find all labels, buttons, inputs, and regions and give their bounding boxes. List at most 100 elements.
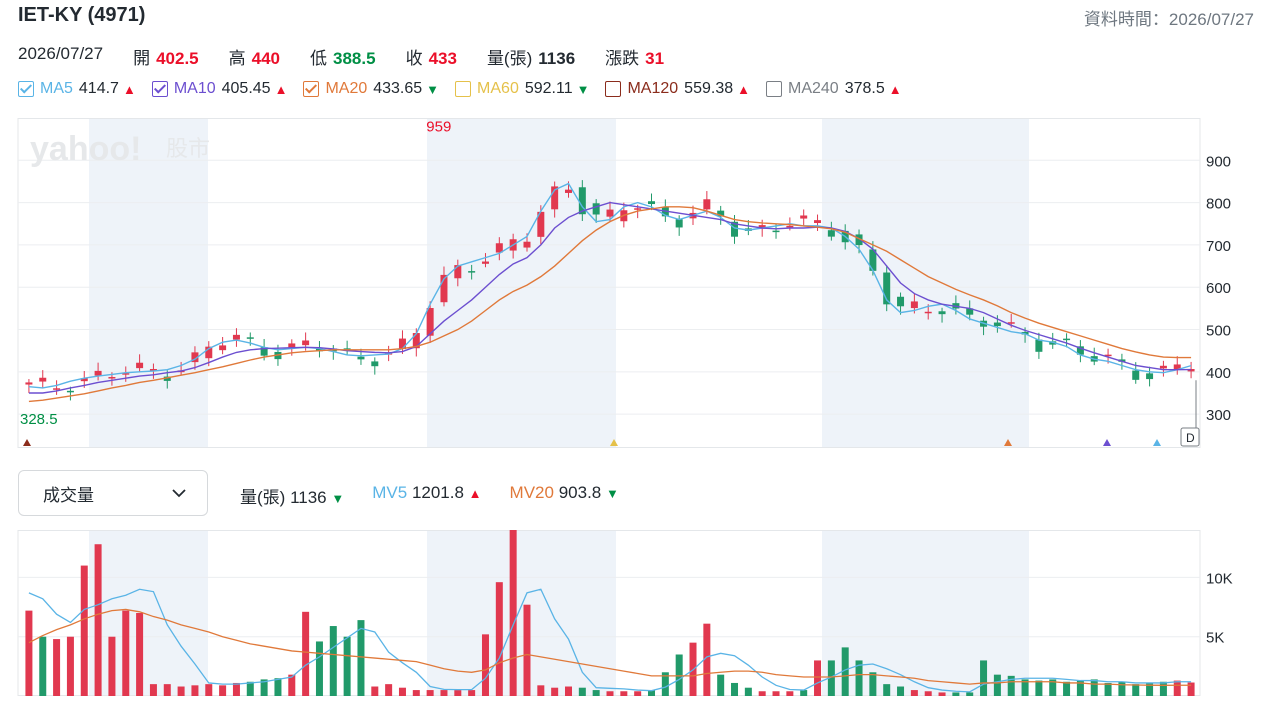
candle-body (910, 301, 918, 309)
period-band (89, 118, 208, 448)
volume-bar (924, 691, 932, 696)
checkbox-checked-icon[interactable] (303, 81, 320, 97)
ma-line-ma5 (28, 182, 1192, 389)
candle-body (66, 390, 74, 393)
ma-toggle-ma20[interactable]: MA20 433.65 ▼ (303, 80, 439, 98)
mv5-value: 1201.8 (411, 483, 464, 502)
checkbox-icon[interactable] (455, 81, 472, 97)
candle-body (1104, 354, 1112, 357)
checkbox-icon[interactable] (605, 81, 622, 97)
candle-body (136, 362, 144, 369)
ma-value: 559.38 (684, 80, 734, 97)
candle-body (758, 225, 766, 229)
volume-line-mv5 (28, 588, 1192, 693)
volume-bar (897, 686, 905, 696)
candle-body (260, 347, 268, 356)
volume-chart[interactable]: 10K 5K (0, 530, 1266, 702)
vol-legend-volume: 量(張) 1136 ▼ (240, 483, 344, 508)
ma-toggle-ma240[interactable]: MA240 378.5 ▲ (765, 80, 902, 98)
candle-body (495, 243, 503, 253)
candle-body (343, 348, 351, 350)
candle-body (592, 203, 600, 215)
vol-label: 量(張) (240, 488, 286, 507)
period-band (427, 118, 616, 448)
volume-bar (1187, 682, 1195, 696)
volume-bar (136, 613, 144, 696)
candle-body (163, 376, 171, 381)
checkbox-checked-icon[interactable] (151, 81, 168, 97)
candle-body (39, 377, 47, 382)
candle-body (675, 219, 683, 228)
volume-bar (966, 692, 974, 696)
volume-bar (66, 636, 74, 696)
volume-bar (25, 610, 33, 696)
volume-bar (163, 684, 171, 696)
checkbox-checked-icon[interactable] (18, 81, 34, 97)
price-chart[interactable]: 900 800 700 600 500 400 300 yahoo! 股市 959 328.5 D (0, 118, 1266, 452)
ma-toggle-ma60[interactable]: MA60 592.11 ▼ (455, 80, 589, 98)
candle-body (149, 369, 157, 371)
indicator-select[interactable]: 成交量 (18, 470, 208, 516)
ma-name: MA240 (787, 80, 839, 97)
candle-body (703, 199, 711, 210)
candle-body (648, 201, 656, 205)
candle-body (426, 308, 434, 336)
volume-bar (537, 685, 545, 696)
chevron-down-icon (172, 489, 186, 498)
volume-bar (744, 687, 752, 696)
volume-bar (1132, 684, 1140, 696)
volume-bar (481, 634, 489, 696)
ma-toggle-ma5[interactable]: MA5 414.7 ▲ (18, 80, 136, 98)
volume-bar (343, 636, 351, 696)
y-tick-label: 600 (1206, 280, 1231, 297)
high-value: 440 (251, 49, 281, 68)
candle-body (1076, 346, 1084, 355)
volume-bar (980, 660, 988, 696)
y-tick-label: 800 (1206, 196, 1231, 213)
checkbox-icon[interactable] (765, 81, 782, 97)
candle-body (772, 230, 780, 233)
volume-bar (232, 682, 240, 696)
candle-body (578, 187, 586, 215)
candle-body (481, 261, 489, 264)
data-time-label: 資料時間：2026/07/27 (1083, 10, 1254, 29)
candle-body (897, 296, 905, 307)
ma-name: MA120 (627, 80, 679, 97)
min-price-label: 328.5 (20, 411, 58, 428)
volume-bar (122, 610, 130, 696)
candle-body (634, 208, 642, 210)
quote-volume: 量(張) 1136 (487, 44, 575, 69)
candle-body (315, 348, 323, 352)
volume-bar (648, 690, 656, 696)
candle-body (993, 322, 1001, 327)
candle-body (219, 345, 227, 351)
max-price-label: 959 (426, 118, 451, 135)
volume-bar (371, 686, 379, 696)
y-tick-label: 5K (1206, 630, 1224, 647)
volume-bar (827, 660, 835, 696)
candle-body (1132, 370, 1140, 380)
candle-body (1146, 373, 1154, 380)
ma-name: MA60 (477, 80, 519, 97)
volume-bar (910, 690, 918, 696)
triangle-up-icon: ▲ (888, 81, 902, 97)
ma-toggle-ma120[interactable]: MA120 559.38 ▲ (605, 80, 750, 98)
ma-line-ma20 (28, 206, 1192, 403)
volume-bar (578, 687, 586, 696)
candle-body (523, 241, 531, 248)
volume-bar (108, 636, 116, 696)
candle-body (1063, 338, 1071, 341)
volume-bar (302, 611, 310, 696)
volume-bar (53, 639, 61, 696)
cross-marker-icon (23, 439, 31, 446)
ma-value: 433.65 (373, 80, 423, 97)
change-label: 漲跌 (605, 49, 640, 68)
ma-legend: MA5 414.7 ▲ MA10 405.45 ▲ MA20 433.65 ▼ MA60 592.1… (18, 80, 918, 98)
volume-bar (883, 684, 891, 696)
ma-toggle-ma10[interactable]: MA10 405.45 ▲ (151, 80, 287, 98)
candle-body (440, 274, 448, 303)
ma-value: 405.45 (221, 80, 271, 97)
quote-date: 2026/07/27 (18, 44, 104, 63)
y-tick-label: 10K (1206, 570, 1233, 587)
volume-bar (814, 660, 822, 696)
